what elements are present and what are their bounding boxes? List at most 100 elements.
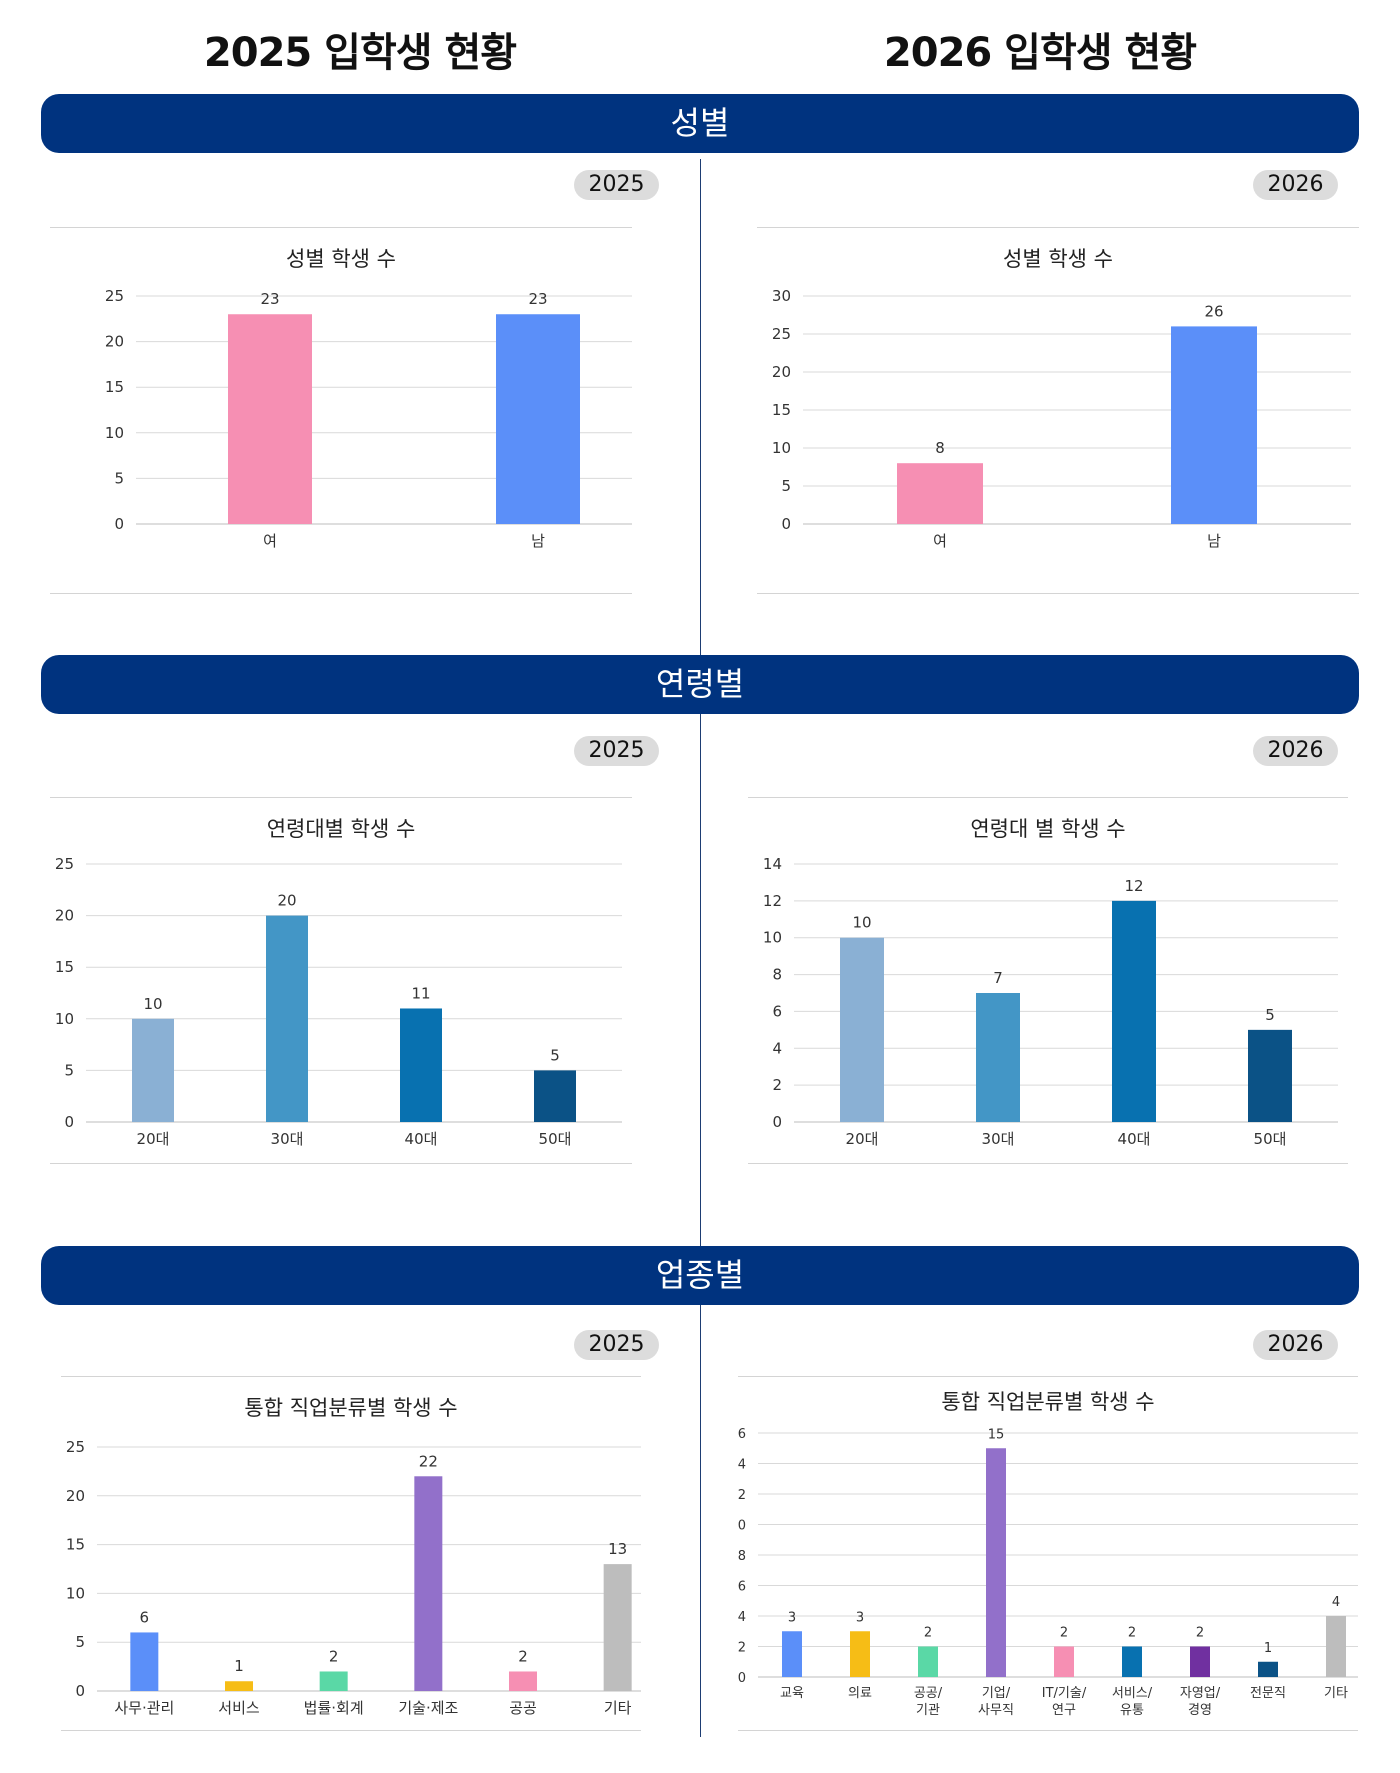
bar [782, 1631, 802, 1677]
year-badge-2025: 2025 [574, 1330, 659, 1360]
column-divider [700, 159, 701, 655]
data-label: 8 [935, 439, 945, 457]
y-tick-label: 5 [64, 1061, 74, 1079]
chart-svg: 통합 직업분류별 학생 수 0 5 10 15 20 25 6 사무·관리 1 서비스 2 법률·회계 2… [66, 1396, 641, 1717]
x-tick-label: 남 [531, 532, 545, 550]
y-tick-label: 2 [772, 1076, 782, 1094]
data-label: 6 [140, 1608, 150, 1626]
y-tick-label: 5 [114, 469, 124, 487]
bar [897, 463, 983, 524]
chart-title: 연령대별 학생 수 [267, 817, 416, 841]
y-tick-label: 6 [772, 1002, 782, 1020]
x-tick-label: 기업/사무직 [978, 1686, 1014, 1718]
chart-gender-2026: 성별 학생 수 0 5 10 15 20 25 30 8 여 26 남 [757, 227, 1359, 594]
column-divider [700, 714, 701, 1246]
y-tick-label: 20 [55, 907, 74, 925]
data-label: 12 [1124, 877, 1143, 895]
y-tick-label: 6 [738, 1580, 746, 1595]
y-tick-label: 20 [105, 333, 124, 351]
data-label: 20 [277, 892, 296, 910]
chart-title: 성별 학생 수 [1003, 247, 1113, 271]
y-tick-label: 25 [105, 287, 124, 305]
chart-gender-2025: 성별 학생 수 0 5 10 15 20 25 23 여 23 남 [50, 227, 632, 594]
data-label: 5 [1265, 1006, 1275, 1024]
x-tick-label: 여 [933, 532, 947, 550]
data-label: 4 [1332, 1595, 1340, 1610]
y-tick-label: 0 [75, 1682, 85, 1700]
x-tick-label: 서비스/유통 [1112, 1686, 1153, 1718]
bar [509, 1671, 537, 1691]
year-badge-2025: 2025 [574, 736, 659, 766]
year-badge-2026: 2026 [1253, 170, 1338, 200]
bar [1054, 1646, 1074, 1677]
chart-title: 통합 직업분류별 학생 수 [941, 1390, 1154, 1414]
x-tick-label: 기타 [604, 1699, 632, 1717]
chart-svg: 통합 직업분류별 학생 수02468101214163교육3의료2공공/기관15… [738, 1390, 1358, 1718]
bar [414, 1476, 443, 1691]
x-tick-label: 서비스 [218, 1699, 260, 1717]
x-tick-label: 기타 [1324, 1686, 1348, 1701]
chart-title: 통합 직업분류별 학생 수 [244, 1396, 457, 1420]
column-divider [700, 1305, 701, 1737]
bar [400, 1008, 442, 1122]
bar [1171, 326, 1257, 524]
data-label: 26 [1204, 302, 1223, 320]
y-tick-label: 8 [738, 1549, 746, 1564]
data-label: 15 [988, 1427, 1005, 1442]
y-tick-label: 25 [55, 855, 74, 873]
data-label: 2 [924, 1626, 932, 1641]
data-label: 2 [1196, 1626, 1204, 1641]
bar [130, 1632, 159, 1691]
y-tick-label: 14 [763, 855, 782, 873]
bar [534, 1070, 576, 1122]
chart-age-2025: 연령대별 학생 수 0 5 10 15 20 25 10 20대 20 30대 11 40대 5 50대 [50, 797, 632, 1164]
x-tick-label: 법률·회계 [304, 1699, 364, 1717]
chart-industry-2026: 통합 직업분류별 학생 수02468101214163교육3의료2공공/기관15… [738, 1376, 1358, 1731]
chart-svg: 연령대 별 학생 수 0 2 4 6 8 10 12 14 10 20대 7 30대 12 40대 5 50대 [763, 817, 1338, 1148]
y-tick-label: 5 [75, 1633, 85, 1651]
data-label: 7 [993, 969, 1003, 987]
bar [1122, 1646, 1142, 1677]
x-tick-label: 전문직 [1250, 1686, 1286, 1701]
bar [496, 314, 580, 524]
data-label: 11 [411, 984, 430, 1002]
data-label: 1 [1264, 1641, 1272, 1656]
y-tick-label: 10 [66, 1584, 85, 1602]
x-tick-label: 40대 [1118, 1130, 1151, 1148]
x-tick-label: 공공 [509, 1699, 537, 1717]
x-tick-label: 기술·제조 [398, 1699, 458, 1717]
y-tick-label: 0 [772, 1113, 782, 1131]
data-label: 13 [608, 1540, 627, 1558]
y-tick-label: 15 [772, 401, 791, 419]
y-tick-label: 25 [772, 325, 791, 343]
section-gender-header: 성별 [41, 94, 1359, 153]
bar [840, 937, 884, 1122]
data-label: 2 [1060, 1626, 1068, 1641]
bar [1248, 1029, 1292, 1122]
bar [850, 1631, 870, 1677]
bar [918, 1646, 938, 1677]
x-tick-label: 30대 [982, 1130, 1015, 1148]
y-tick-label: 20 [66, 1487, 85, 1505]
y-tick-label: 16 [738, 1427, 746, 1442]
data-label: 23 [260, 290, 279, 308]
bar [1190, 1646, 1210, 1677]
y-tick-label: 20 [772, 363, 791, 381]
x-tick-label: 자영업/경영 [1180, 1686, 1221, 1718]
data-label: 5 [550, 1046, 560, 1064]
y-tick-label: 4 [738, 1610, 746, 1625]
y-tick-label: 0 [781, 515, 791, 533]
data-label: 10 [852, 914, 871, 932]
x-tick-label: 사무·관리 [114, 1699, 174, 1717]
x-tick-label: 여 [263, 532, 277, 550]
x-tick-label: 남 [1207, 532, 1221, 550]
y-tick-label: 25 [66, 1438, 85, 1456]
bar [603, 1564, 632, 1691]
data-label: 1 [234, 1657, 244, 1675]
data-label: 22 [419, 1452, 438, 1470]
y-tick-label: 14 [738, 1458, 746, 1473]
y-tick-label: 0 [114, 515, 124, 533]
y-tick-label: 15 [105, 378, 124, 396]
x-tick-label: 교육 [780, 1686, 804, 1701]
x-tick-label: 20대 [137, 1130, 170, 1148]
